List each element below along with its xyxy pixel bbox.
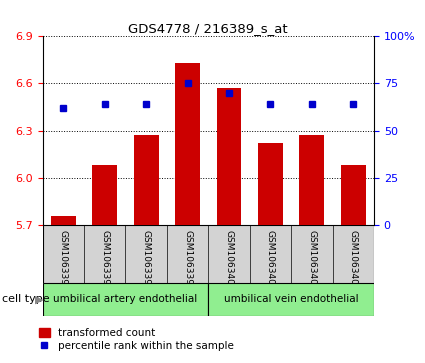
Bar <box>341 165 366 225</box>
Legend: transformed count, percentile rank within the sample: transformed count, percentile rank withi… <box>39 328 234 351</box>
Bar <box>133 135 159 225</box>
Text: ▶: ▶ <box>35 294 44 305</box>
Text: GSM1063408: GSM1063408 <box>349 230 358 290</box>
Text: GSM1063396: GSM1063396 <box>59 230 68 290</box>
Text: cell type: cell type <box>2 294 50 305</box>
Text: GSM1063399: GSM1063399 <box>183 230 192 290</box>
Bar <box>258 143 283 225</box>
Text: GSM1063406: GSM1063406 <box>266 230 275 290</box>
Bar <box>299 135 324 225</box>
Text: GSM1063398: GSM1063398 <box>142 230 150 290</box>
Title: GDS4778 / 216389_s_at: GDS4778 / 216389_s_at <box>128 22 288 35</box>
Bar <box>42 283 208 316</box>
Text: GSM1063407: GSM1063407 <box>307 230 316 290</box>
Bar <box>208 283 374 316</box>
Text: GSM1063405: GSM1063405 <box>224 230 233 290</box>
Text: umbilical artery endothelial: umbilical artery endothelial <box>53 294 198 305</box>
Bar <box>175 63 200 225</box>
Bar <box>216 88 241 225</box>
Bar <box>92 165 117 225</box>
Bar <box>51 216 76 225</box>
Text: GSM1063397: GSM1063397 <box>100 230 109 290</box>
Text: umbilical vein endothelial: umbilical vein endothelial <box>224 294 358 305</box>
